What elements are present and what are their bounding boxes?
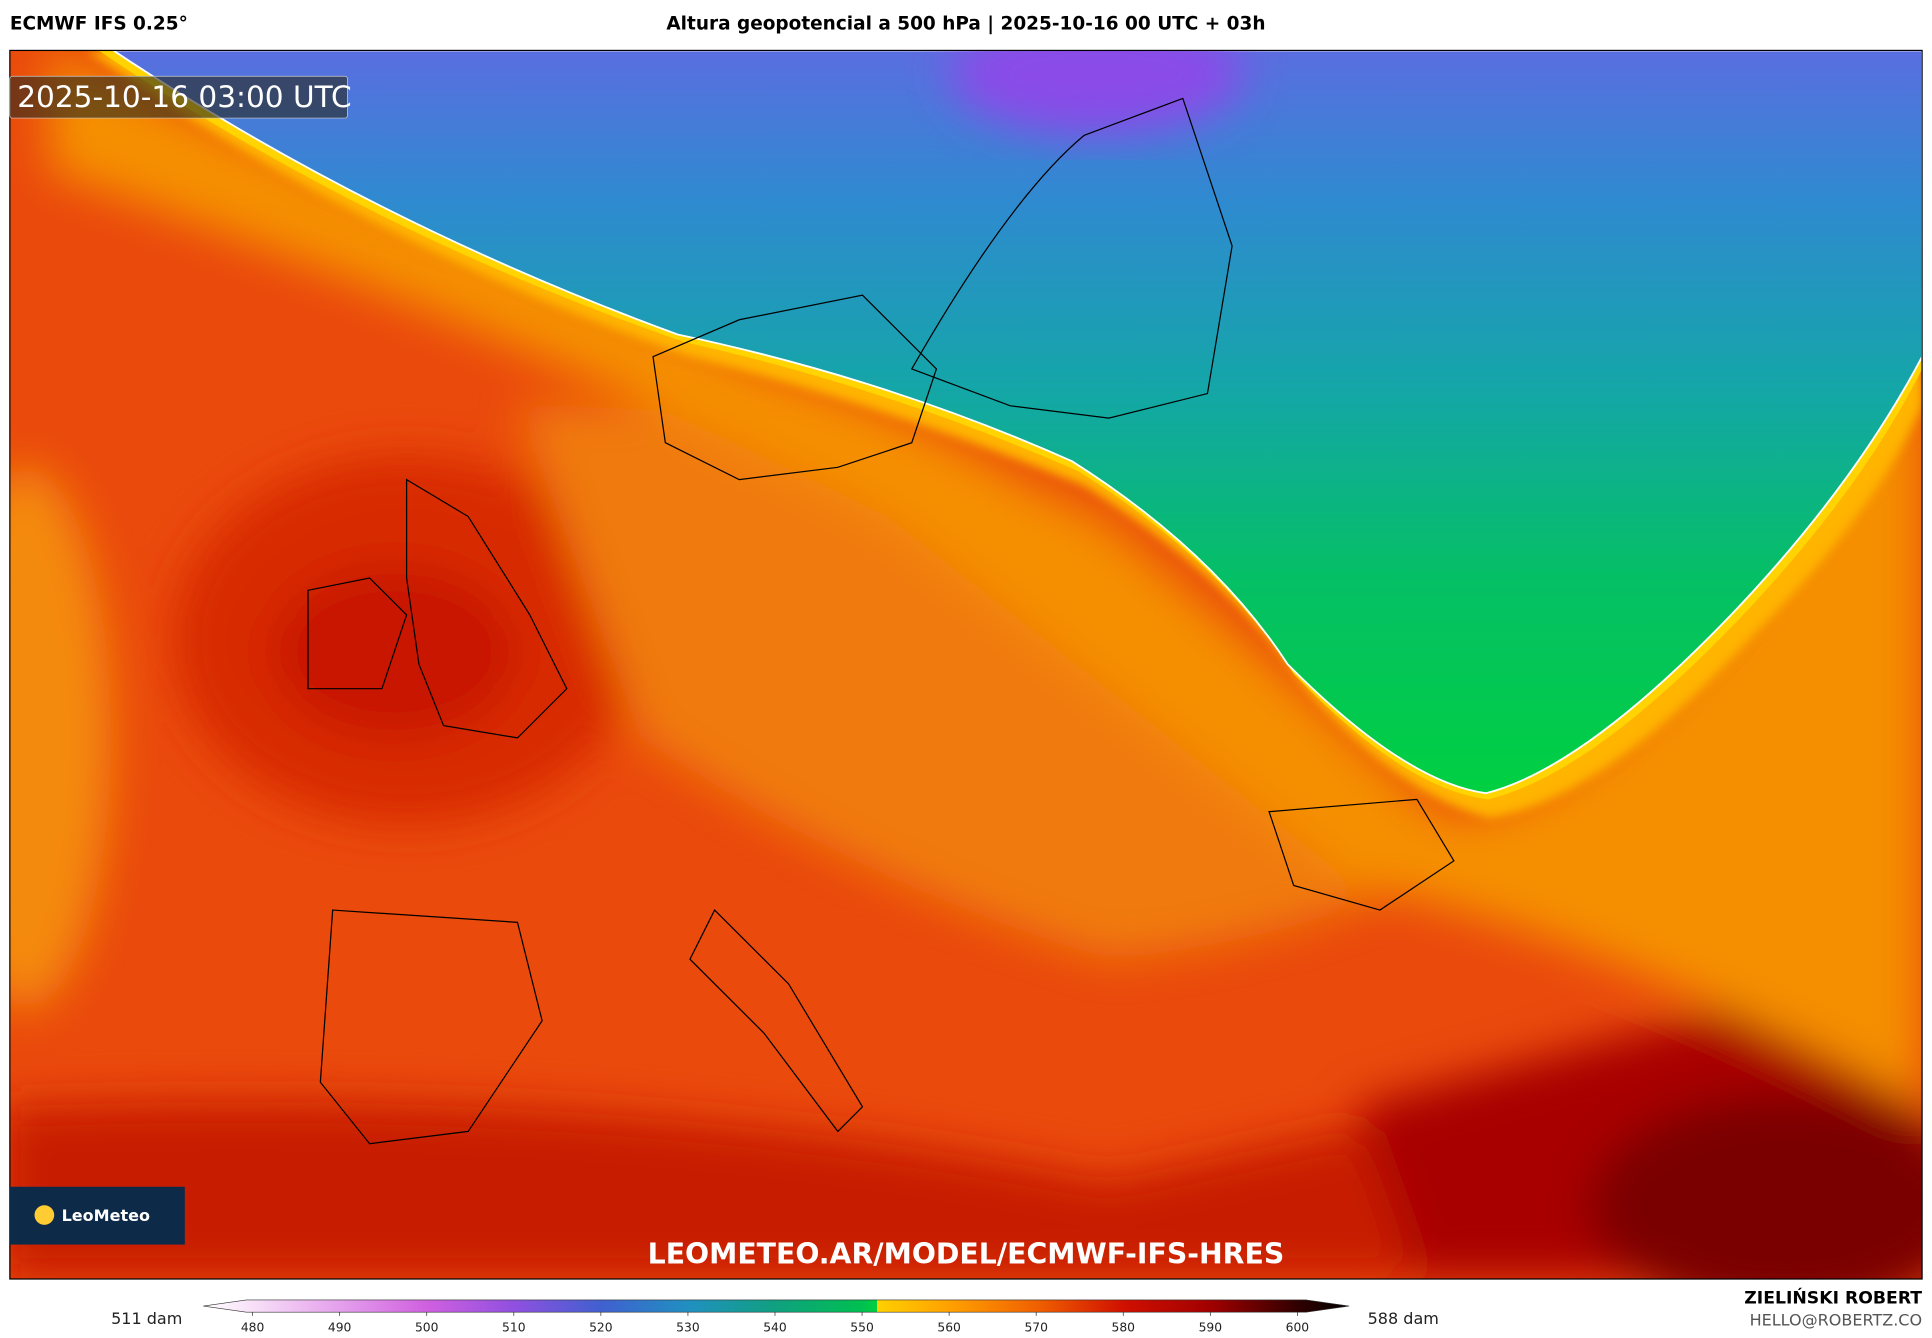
tick-label: 600 — [1286, 1321, 1310, 1335]
colorbar-max: 588 dam — [1368, 1309, 1439, 1328]
content: ECMWF IFS 0.25° Altura geopotencial a 50… — [9, 14, 1923, 1335]
author: ZIELIŃSKI ROBERT — [1744, 1287, 1922, 1309]
map — [9, 50, 1923, 1279]
tick-label: 560 — [937, 1321, 961, 1335]
colorbar-min: 511 dam — [111, 1309, 182, 1328]
tick-label: 500 — [415, 1321, 439, 1335]
colorbar-ticks: 480 490 500 510 520 530 540 550 560 570 580 590 600 — [241, 1312, 1310, 1335]
model-label: ECMWF IFS 0.25° — [10, 14, 188, 35]
tick-label: 570 — [1024, 1321, 1048, 1335]
tick-label: 580 — [1112, 1321, 1136, 1335]
tick-label: 540 — [763, 1321, 787, 1335]
map-title: Altura geopotencial a 500 hPa | 2025-10-… — [666, 14, 1265, 35]
tick-label: 550 — [850, 1321, 874, 1335]
colorbar — [203, 1299, 1350, 1313]
map-frame — [9, 49, 1923, 1280]
site-url: LEOMETEO.AR/MODEL/ECMWF-IFS-HRES — [648, 1238, 1285, 1271]
tick-label: 490 — [328, 1321, 352, 1335]
timestamp-box — [9, 75, 348, 119]
tick-label: 590 — [1199, 1321, 1223, 1335]
tick-label: 480 — [241, 1321, 265, 1335]
author-email: HELLO@ROBERTZ.CO — [1750, 1310, 1922, 1329]
tick-label: 510 — [502, 1321, 526, 1335]
coastlines — [307, 97, 1455, 1145]
timestamp: 2025-10-16 03:00 UTC — [17, 80, 351, 114]
tick-label: 530 — [676, 1321, 700, 1335]
tick-label: 520 — [589, 1321, 613, 1335]
logo-sun — [34, 1205, 55, 1225]
logo-text: LeoMeteo — [62, 1206, 150, 1225]
